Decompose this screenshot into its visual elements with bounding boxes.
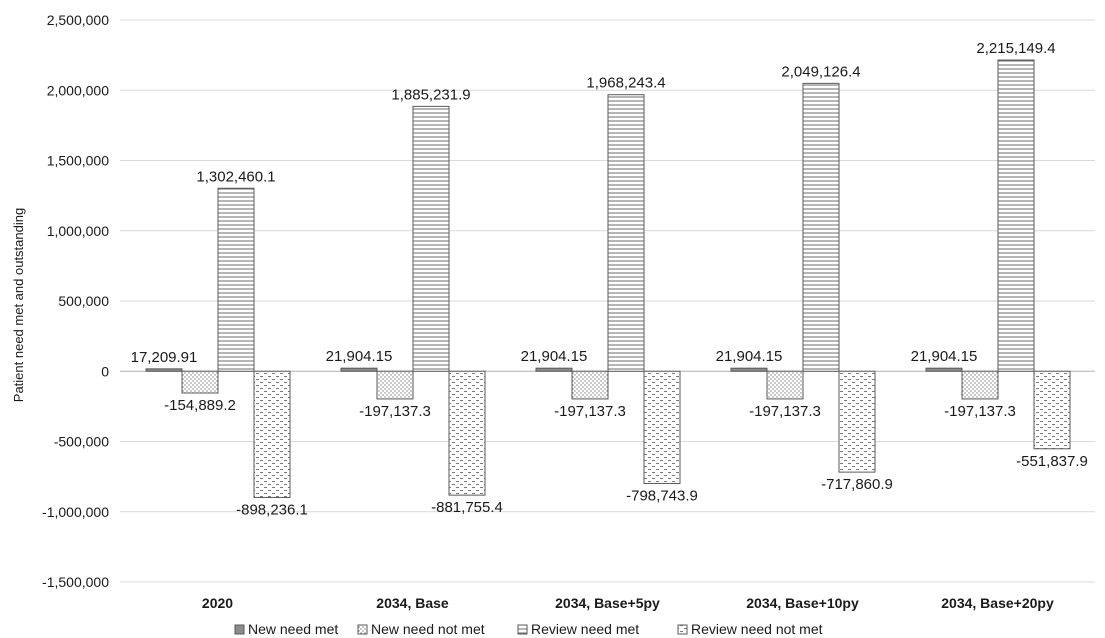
bar-new-need-met <box>340 367 378 372</box>
bar-new-need-not-met <box>571 370 609 400</box>
x-category-label: 2020 <box>202 595 233 611</box>
data-label: -197,137.3 <box>554 403 626 420</box>
bars <box>145 59 1071 498</box>
data-label: 17,209.91 <box>131 349 198 366</box>
y-axis-title: Patient need met and outstanding <box>11 208 26 402</box>
data-label: 1,302,460.1 <box>196 168 275 185</box>
legend-swatch <box>357 624 368 635</box>
bar-new-need-met <box>535 367 573 372</box>
legend: New need met New need not met Review need … <box>234 621 823 637</box>
x-category-label: 2034, Base+10py <box>746 595 859 611</box>
legend-label: Review need not met <box>691 621 823 637</box>
data-label: 1,968,243.4 <box>586 75 665 92</box>
data-label: -197,137.3 <box>749 403 821 420</box>
y-tick-label: 1,500,000 <box>47 153 109 169</box>
data-label: -798,743.9 <box>626 487 698 504</box>
bar-review-need-not-met <box>838 370 876 473</box>
y-tick-label: -1,000,000 <box>42 504 109 520</box>
bar-new-need-not-met <box>766 370 804 400</box>
data-label: 21,904.15 <box>716 348 783 365</box>
legend-label: New need met <box>248 621 338 637</box>
bar-review-need-met <box>412 105 450 372</box>
bar-review-need-not-met <box>448 370 486 496</box>
data-label: -197,137.3 <box>359 403 431 420</box>
y-tick-label: -1,500,000 <box>42 574 109 590</box>
y-tick-label: 2,500,000 <box>47 12 109 28</box>
data-labels: 17,209.91 -154,889.2 1,302,460.1 -898,236.1… <box>131 40 1088 518</box>
data-label: -881,755.4 <box>431 499 503 516</box>
x-category-label: 2034, Base <box>376 595 449 611</box>
y-tick-label: 2,000,000 <box>47 82 109 98</box>
data-label: 2,049,126.4 <box>781 63 860 80</box>
bar-review-need-met <box>997 59 1035 372</box>
y-axis-ticks: -1,500,000 -1,000,000 -500,000 0 500,000 1,00… <box>42 12 109 590</box>
bar-review-need-not-met <box>253 370 291 498</box>
bar-review-need-met <box>607 94 645 372</box>
bar-review-need-met <box>217 187 255 372</box>
data-label: -898,236.1 <box>236 501 308 518</box>
bar-review-need-met <box>802 82 840 372</box>
bar-new-need-met <box>730 367 768 372</box>
bar-new-need-not-met <box>181 370 219 394</box>
bar-new-need-met <box>925 367 963 372</box>
bar-review-need-not-met <box>643 370 681 484</box>
x-axis-categories: 2020 2034, Base 2034, Base+5py 2034, Base+1… <box>202 595 1054 611</box>
data-label: 1,885,231.9 <box>391 86 470 103</box>
data-label: -551,837.9 <box>1016 453 1088 470</box>
data-label: 21,904.15 <box>326 348 393 365</box>
data-label: -154,889.2 <box>164 397 236 414</box>
legend-label: Review need met <box>531 621 639 637</box>
y-tick-label: 500,000 <box>58 293 109 309</box>
data-label: 2,215,149.4 <box>976 40 1055 57</box>
bar-new-need-not-met <box>376 370 414 400</box>
legend-swatch <box>234 624 245 635</box>
y-tick-label: 0 <box>101 363 109 379</box>
data-label: -717,860.9 <box>821 476 893 493</box>
legend-swatch <box>677 624 688 635</box>
y-tick-label: -500,000 <box>54 434 109 450</box>
y-tick-label: 1,000,000 <box>47 223 109 239</box>
data-label: -197,137.3 <box>944 403 1016 420</box>
bar-new-need-not-met <box>961 370 999 400</box>
legend-swatch <box>517 624 528 635</box>
data-label: 21,904.15 <box>911 348 978 365</box>
bar-new-need-met <box>145 368 183 372</box>
x-category-label: 2034, Base+20py <box>941 595 1054 611</box>
bar-review-need-not-met <box>1033 370 1071 450</box>
legend-label: New need not met <box>371 621 485 637</box>
x-category-label: 2034, Base+5py <box>555 595 660 611</box>
data-label: 21,904.15 <box>521 348 588 365</box>
